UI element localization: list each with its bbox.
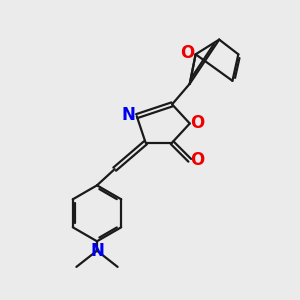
Text: O: O	[190, 114, 204, 132]
Text: O: O	[180, 44, 194, 62]
Text: N: N	[122, 106, 135, 124]
Text: N: N	[90, 242, 104, 260]
Text: O: O	[190, 151, 205, 169]
